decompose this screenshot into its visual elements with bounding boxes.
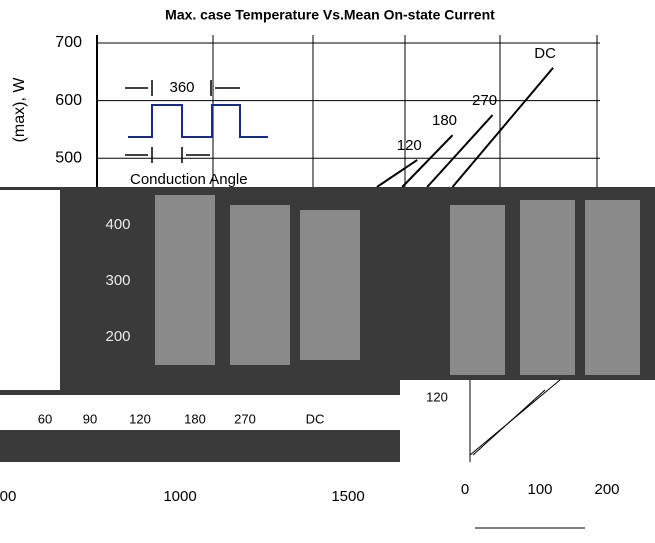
x-tick-label: 100 bbox=[527, 481, 552, 498]
glitch-block bbox=[520, 200, 575, 375]
glitch-angle-label: 180 bbox=[184, 411, 206, 426]
glitch-block bbox=[585, 200, 640, 375]
x-tick-label: 1500 bbox=[331, 488, 364, 505]
x-tick-label: 00 bbox=[0, 488, 16, 505]
caption: Conduction Angle bbox=[130, 171, 248, 188]
curve-label: 180 bbox=[432, 112, 457, 129]
glitch-block bbox=[230, 205, 290, 365]
curve-label: DC bbox=[534, 45, 556, 62]
glitch-marker-label: 120 bbox=[426, 389, 448, 404]
x-tick-label: 1000 bbox=[163, 488, 196, 505]
curve-label: 270 bbox=[472, 92, 497, 109]
curve-label: 120 bbox=[397, 137, 422, 154]
glitch-angle-label: 90 bbox=[83, 411, 97, 426]
page: {"chart_data":{"type":"line","title":"Ma… bbox=[0, 0, 655, 543]
glitch-angle-label: DC bbox=[306, 411, 325, 426]
y-tick-label: 600 bbox=[55, 92, 82, 109]
glitch bbox=[0, 187, 655, 543]
glitch-angle-label: 270 bbox=[234, 411, 256, 426]
x-tick-label: 200 bbox=[594, 481, 619, 498]
chart: Max. case Temperature Vs.Mean On-state C… bbox=[0, 0, 655, 543]
y-tick-label: 700 bbox=[55, 34, 82, 51]
period-label: 360 bbox=[169, 79, 194, 96]
glitch-block bbox=[450, 205, 505, 375]
y-axis-label: (max), W bbox=[11, 77, 28, 143]
glitch-angle-label: 60 bbox=[38, 411, 52, 426]
glitch-block bbox=[300, 210, 360, 360]
x-tick-label: 0 bbox=[461, 481, 469, 498]
chart-title: Max. case Temperature Vs.Mean On-state C… bbox=[165, 7, 495, 23]
glitch-tick-label: 400 bbox=[105, 216, 130, 233]
glitch-block bbox=[0, 190, 60, 390]
y-tick-label: 500 bbox=[55, 149, 82, 166]
glitch-block bbox=[155, 195, 215, 365]
glitch-tick-label: 200 bbox=[105, 328, 130, 345]
glitch-angle-label: 120 bbox=[129, 411, 151, 426]
glitch-block bbox=[0, 462, 655, 543]
glitch-tick-label: 300 bbox=[105, 272, 130, 289]
